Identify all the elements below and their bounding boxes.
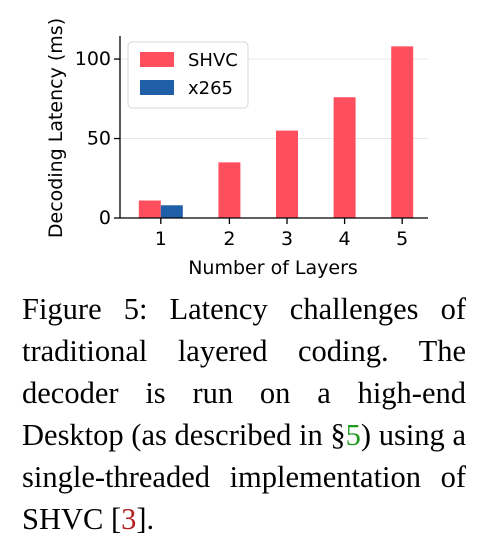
legend-swatch-shvc	[140, 52, 174, 67]
bar-shvc-3	[276, 130, 298, 218]
figure-caption: Figure 5: Latency challenges of traditio…	[22, 288, 466, 540]
legend-label-shvc: SHVC	[188, 50, 238, 71]
x-tick-label-4: 4	[339, 228, 351, 250]
caption-text-3: ].	[136, 502, 155, 536]
bar-shvc-1	[138, 200, 161, 218]
bar-x265-1	[160, 205, 183, 218]
legend-label-x265: x265	[188, 78, 233, 99]
y-tick-label-0: 0	[99, 207, 111, 229]
bar-shvc-4	[333, 97, 356, 218]
x-axis-label: Number of Layers	[188, 257, 358, 279]
legend: SHVC x265	[127, 41, 249, 109]
x-tick-label-1: 1	[155, 228, 167, 250]
y-tick-label-2: 100	[75, 48, 111, 70]
bars	[138, 46, 414, 218]
bar-shvc-2	[218, 162, 241, 218]
caption-text-1: Figure 5: Latency challenges of traditio…	[22, 292, 466, 452]
x-tick-label-5: 5	[396, 228, 408, 250]
y-tick-label-1: 50	[87, 128, 111, 150]
bar-shvc-5	[391, 46, 414, 218]
x-tick-label-3: 3	[281, 228, 293, 250]
x-ticks: 1 2 3 4 5	[155, 218, 408, 250]
legend-swatch-x265	[140, 80, 174, 95]
x-tick-label-2: 2	[223, 228, 235, 250]
citation-reference-link[interactable]: 3	[121, 502, 137, 536]
axes	[119, 36, 428, 219]
y-axis-label: Decoding Latency (ms)	[45, 18, 67, 238]
latency-bar-chart: 0 50 100 1 2 3 4 5 Number of Layers Decoding L…	[45, 18, 428, 279]
caption-text-2: ) using a single-threaded implementation…	[22, 418, 466, 536]
section-reference-link[interactable]: 5	[345, 418, 361, 452]
y-ticks: 0 50 100	[75, 48, 120, 229]
